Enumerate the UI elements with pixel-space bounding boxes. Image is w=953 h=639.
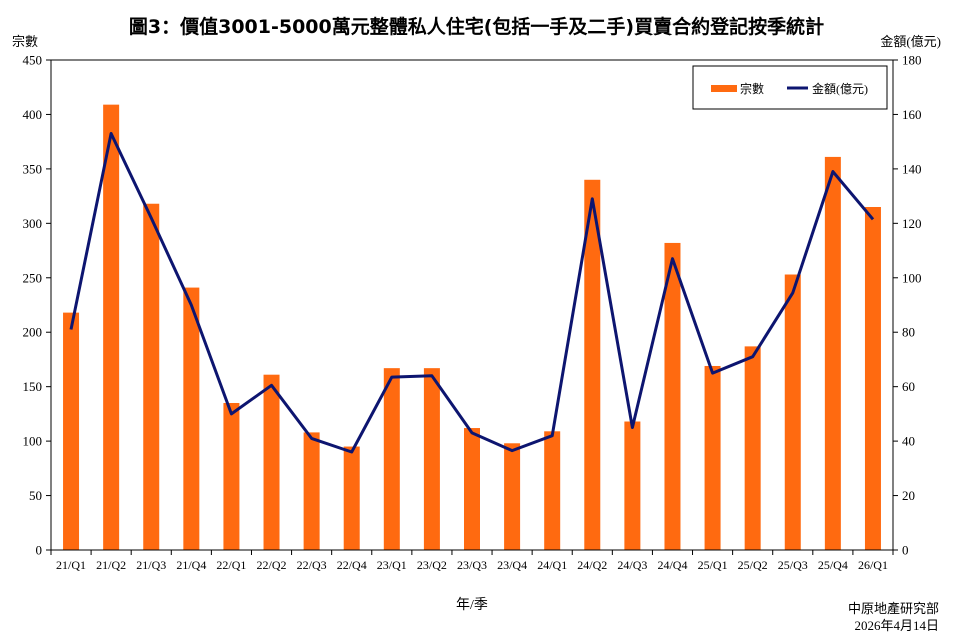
y2-tick-label: 180 [902, 53, 922, 68]
bar-21-q4 [183, 287, 200, 550]
y-tick-label: 150 [23, 379, 43, 394]
x-tick-label: 25/Q2 [738, 558, 768, 572]
bar-25-q4 [824, 156, 841, 550]
y-tick-label: 250 [23, 270, 43, 285]
source-date: 2026年4月14日 [854, 618, 939, 633]
y-tick-label: 50 [29, 488, 42, 503]
x-tick-label: 24/Q3 [617, 558, 647, 572]
line-series [69, 132, 875, 454]
x-tick-label: 25/Q4 [818, 558, 848, 572]
x-tick-label: 25/Q3 [778, 558, 808, 572]
x-axis: 21/Q1 21/Q2 21/Q3 21/Q4 22/Q1 22/Q2 22/Q3 22/Q4… [50, 550, 894, 572]
x-axis-label: 年/季 [456, 597, 488, 613]
legend-line-label: 金額(億元) [812, 81, 868, 96]
y-tick-label: 400 [23, 107, 43, 122]
bar-24-q3 [624, 421, 641, 550]
x-tick-label: 23/Q4 [497, 558, 527, 572]
x-tick-label: 23/Q3 [457, 558, 487, 572]
bar-25-q3 [784, 274, 801, 550]
x-tick-label: 21/Q1 [56, 558, 86, 572]
x-tick-label: 22/Q3 [297, 558, 327, 572]
amount-line [69, 132, 875, 454]
y-axis-label: 宗數 [12, 34, 38, 49]
bar-23-q2 [423, 368, 440, 550]
y2-tick-label: 100 [902, 270, 922, 285]
y2-axis-label: 金額(億元) [880, 34, 941, 49]
x-tick-label: 21/Q4 [176, 558, 206, 572]
bar-26-q1 [864, 207, 881, 550]
y-tick-label: 100 [23, 434, 43, 449]
y2-tick-label: 140 [902, 161, 922, 176]
source-text: 中原地產研究部 [847, 601, 939, 616]
y2-axis: 0 20 40 60 80 100 120 140 160 180 [893, 53, 922, 558]
y2-tick-label: 20 [902, 488, 915, 503]
bar-21-q3 [143, 203, 160, 550]
bar-23-q4 [504, 443, 521, 550]
x-tick-label: 24/Q4 [657, 558, 687, 572]
bar-24-q2 [584, 179, 601, 550]
y2-tick-label: 40 [902, 434, 915, 449]
x-tick-label: 21/Q3 [136, 558, 166, 572]
bar-24-q4 [664, 242, 681, 550]
bar-23-q1 [383, 368, 400, 550]
x-tick-label: 22/Q4 [337, 558, 367, 572]
y2-tick-label: 80 [902, 325, 915, 340]
source-block: 中原地產研究部 2026年4月14日 [848, 600, 939, 634]
y2-tick-label: 60 [902, 379, 915, 394]
x-tick-label: 23/Q2 [417, 558, 447, 572]
bar-24-q1 [544, 431, 561, 550]
x-tick-label: 24/Q2 [577, 558, 607, 572]
y2-tick-label: 160 [902, 107, 922, 122]
x-tick-label: 22/Q1 [216, 558, 246, 572]
legend: 宗數 金額(億元) [692, 65, 888, 110]
x-tick-label: 21/Q2 [96, 558, 126, 572]
bar-23-q3 [464, 428, 480, 550]
y-axis: 0 50 100 150 200 250 300 350 400 450 [23, 53, 51, 558]
plot-frame [50, 59, 894, 551]
bar-25-q2 [744, 346, 761, 550]
y2-tick-label: 0 [902, 543, 909, 558]
y-tick-label: 350 [23, 161, 43, 176]
y-tick-label: 200 [23, 325, 43, 340]
y2-tick-label: 120 [902, 216, 922, 231]
bar-22-q4 [343, 446, 360, 550]
x-tick-label: 22/Q2 [257, 558, 287, 572]
bar-21-q1 [63, 312, 80, 550]
chart-title: 圖3：價值3001-5000萬元整體私人住宅(包括一手及二手)買賣合約登記按季統… [128, 16, 825, 38]
bar-series [63, 104, 881, 551]
y-tick-label: 450 [23, 53, 43, 68]
x-tick-label: 23/Q1 [377, 558, 407, 572]
bar-21-q2 [103, 104, 120, 551]
legend-bar-swatch [711, 85, 737, 92]
x-tick-label: 25/Q1 [698, 558, 728, 572]
bar-22-q3 [303, 432, 320, 550]
x-tick-label: 24/Q1 [537, 558, 567, 572]
bar-25-q1 [704, 365, 721, 550]
legend-bar-label: 宗數 [740, 81, 764, 96]
bar-22-q1 [223, 403, 240, 550]
x-tick-label: 26/Q1 [858, 558, 888, 572]
y-tick-label: 300 [23, 216, 43, 231]
bar-22-q2 [263, 374, 280, 550]
y-tick-label: 0 [36, 543, 43, 558]
